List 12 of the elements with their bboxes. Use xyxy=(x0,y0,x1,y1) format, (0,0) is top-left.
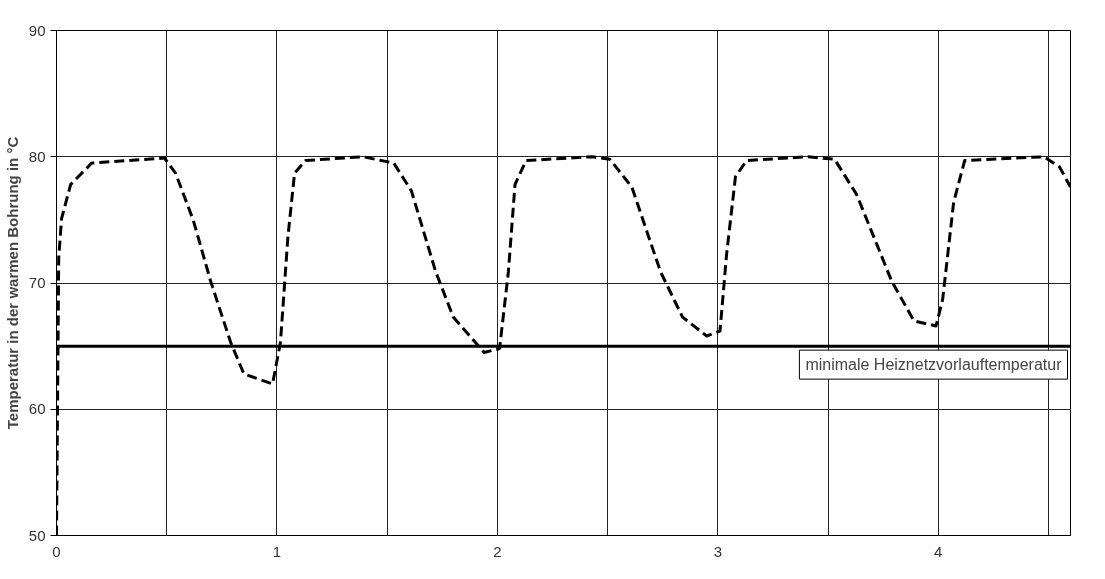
y-axis-title: Temperatur in der warmen Bohrung in °C xyxy=(3,136,21,430)
x-tick-label: 0 xyxy=(52,542,61,560)
x-tick-label: 2 xyxy=(493,542,502,560)
x-tick-label: 1 xyxy=(272,542,282,560)
y-tick-label: 80 xyxy=(28,147,46,165)
y-tick-label: 90 xyxy=(28,21,46,39)
ref-line-label: minimale Heiznetzvorlauftemperatur xyxy=(805,356,1063,374)
x-tick-label: 3 xyxy=(713,542,722,560)
y-tick-label: 70 xyxy=(28,274,46,291)
y-tick-label: 60 xyxy=(28,400,46,418)
x-tick-label: 4 xyxy=(934,542,943,560)
y-tick-label: 50 xyxy=(28,526,46,544)
